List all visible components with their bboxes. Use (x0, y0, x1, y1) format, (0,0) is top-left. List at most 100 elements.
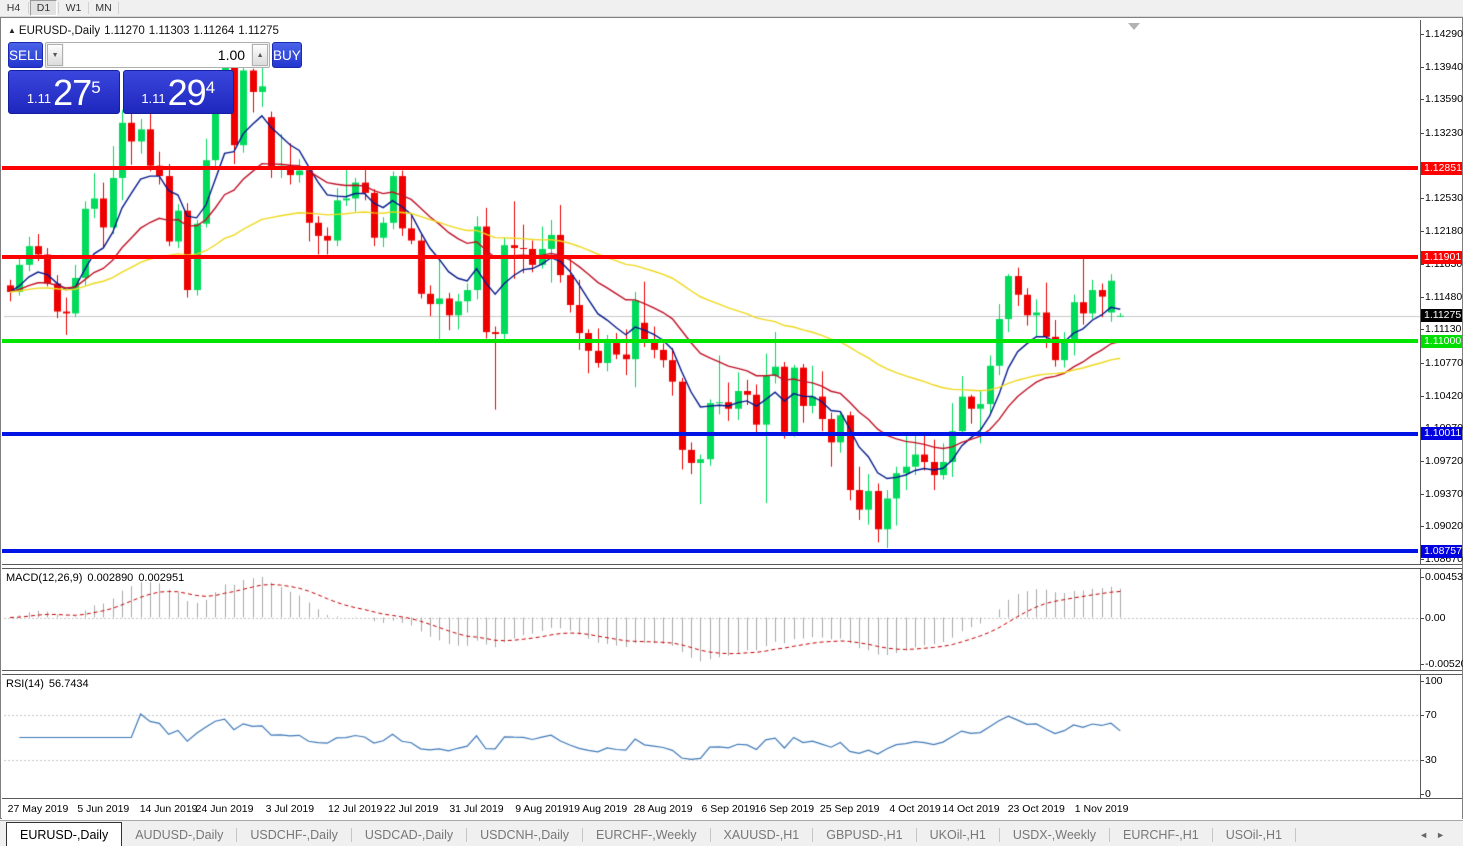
price-tick-mark (1421, 526, 1424, 528)
date-axis[interactable]: 27 May 2019 5 Jun 2019 14 Jun 2019 24 Jun 2… (2, 800, 1462, 819)
rsi-tick-label: 100 (1425, 675, 1443, 687)
tab-separator (1294, 828, 1296, 842)
chart-tab-usdcnh-daily[interactable]: USDCNH-,Daily (480, 828, 570, 842)
price-tick-label: 1.10420 (1425, 389, 1463, 402)
price-axis[interactable]: 1.14290 1.13940 1.13590 1.13230 1.12530 1.121… (1421, 20, 1463, 565)
sell-quote-box[interactable]: 1.11 27 5 (8, 70, 120, 114)
price-tick-mark (1421, 34, 1424, 36)
timeframe-toolbar: H4 D1 W1 MN (0, 0, 1463, 17)
date-tick-label: 14 Jun 2019 (139, 803, 198, 815)
sell-button[interactable]: SELL (8, 42, 44, 68)
toolbar-separator (88, 2, 89, 14)
sell-price-prefix: 1.11 (26, 91, 52, 106)
price-tick-mark (1421, 133, 1424, 135)
horizontal-level-line[interactable] (2, 431, 1418, 436)
one-click-trading-panel: SELL ▼ ▲ BUY 1.11 27 5 1.11 (8, 42, 302, 114)
tab-separator (350, 828, 352, 842)
buy-price-point: 4 (205, 78, 216, 97)
chart-tab-usdx-weekly[interactable]: USDX-,Weekly (1012, 828, 1097, 842)
sell-price-point: 5 (91, 78, 101, 97)
volume-stepper: ▼ ▲ (45, 42, 271, 68)
price-tick-label: 1.13940 (1425, 60, 1463, 73)
rsi-indicator-pane[interactable]: RSI(14) 56.7434 100 70 30 0 (2, 674, 1462, 800)
price-tick-label: 1.12530 (1425, 192, 1463, 205)
buy-quote-box[interactable]: 1.11 29 4 (122, 70, 234, 114)
tab-separator (915, 828, 917, 842)
date-tick-label: 19 Aug 2019 (568, 803, 628, 815)
horizontal-level-line[interactable] (2, 549, 1418, 554)
rsi-label: RSI(14) 56.7434 (6, 678, 94, 690)
rsi-tick-mark (1421, 680, 1424, 682)
chart-tab-eurchf-h1[interactable]: EURCHF-,H1 (1123, 828, 1199, 842)
price-tick-mark (1421, 329, 1424, 331)
date-tick-label: 5 Jun 2019 (77, 803, 130, 815)
price-tick-mark (1421, 493, 1424, 495)
price-chart-pane[interactable]: ▲ EURUSD-,Daily 1.11270 1.11303 1.11264 1.112… (2, 20, 1463, 565)
timeframe-button-d1[interactable]: D1 (30, 0, 57, 16)
price-tick-label: 1.13590 (1425, 93, 1463, 106)
rsi-tick-mark (1421, 794, 1424, 795)
price-tick-mark (1421, 395, 1424, 397)
buy-button[interactable]: BUY (272, 42, 302, 68)
collapse-triangle-icon[interactable]: ▲ (8, 26, 16, 35)
volume-increase-icon[interactable]: ▲ (252, 44, 269, 66)
tab-scroll-right-icon[interactable]: ► (1436, 830, 1453, 840)
toolbar-separator (28, 2, 29, 14)
rsi-chart-canvas[interactable] (4, 675, 1420, 800)
price-tick-label: 1.13230 (1425, 127, 1463, 140)
buy-price-prefix: 1.11 (141, 91, 166, 106)
price-tick-mark (1421, 99, 1424, 101)
macd-axis[interactable]: 0.004536 0.00 -0.005205 (1421, 569, 1463, 670)
macd-main-value: 0.002890 (87, 572, 134, 584)
volume-input[interactable] (64, 43, 252, 67)
volume-decrease-icon[interactable]: ▼ (47, 44, 64, 66)
tab-separator (582, 828, 584, 842)
timeframe-button-h4[interactable]: H4 (6, 2, 21, 14)
level-price-badge: 1.11000 (1421, 334, 1462, 348)
macd-name: MACD(12,26,9) (6, 572, 83, 584)
rsi-axis[interactable]: 100 70 30 0 (1421, 675, 1462, 800)
toolbar-separator (118, 2, 119, 14)
tab-separator (1109, 828, 1111, 842)
date-tick-label: 4 Oct 2019 (889, 803, 941, 815)
chart-tab-audusd-daily[interactable]: AUDUSD-,Daily (135, 828, 224, 842)
date-tick-label: 16 Sep 2019 (754, 803, 815, 815)
macd-chart-canvas[interactable] (4, 569, 1420, 672)
date-tick-label: 25 Sep 2019 (819, 803, 880, 815)
price-tick-label: 1.14290 (1425, 28, 1463, 41)
chart-tab-xauusd-h1[interactable]: XAUUSD-,H1 (723, 828, 800, 842)
ohlc-low: 1.11264 (193, 25, 235, 37)
timeframe-button-w1[interactable]: W1 (65, 2, 82, 14)
horizontal-level-line[interactable] (2, 339, 1418, 344)
macd-tick-label: 0.00 (1425, 611, 1446, 624)
chart-tab-eurusd-daily[interactable]: EURUSD-,Daily (6, 822, 123, 846)
chart-shift-marker-icon[interactable] (1128, 23, 1140, 30)
ohlc-high: 1.11303 (148, 25, 190, 37)
chart-tab-usoil-h1[interactable]: USOil-,H1 (1225, 828, 1282, 842)
chart-tab-eurchf-weekly[interactable]: EURCHF-,Weekly (596, 828, 697, 842)
price-tick-mark (1421, 263, 1424, 265)
chart-tab-gbpusd-h1[interactable]: GBPUSD-,H1 (826, 828, 903, 842)
date-tick-label: 22 Jul 2019 (384, 803, 439, 815)
price-tick-mark (1421, 559, 1424, 561)
chart-title: ▲ EURUSD-,Daily 1.11270 1.11303 1.11264 1.112… (8, 25, 283, 37)
timeframe-button-mn[interactable]: MN (95, 2, 112, 14)
chart-tab-usdcad-daily[interactable]: USDCAD-,Daily (364, 828, 454, 842)
tab-separator (709, 828, 711, 842)
macd-tick-label: 0.004536 (1425, 571, 1463, 584)
date-tick-label: 14 Oct 2019 (942, 803, 1000, 815)
candlestick-chart-canvas[interactable] (4, 20, 1420, 565)
tab-separator (466, 828, 468, 842)
macd-axis-border (1420, 569, 1421, 670)
date-tick-label: 31 Jul 2019 (449, 803, 504, 815)
macd-label: MACD(12,26,9) 0.002890 0.002951 (6, 572, 189, 584)
horizontal-level-line[interactable] (2, 166, 1418, 171)
chart-tab-usdchf-daily[interactable]: USDCHF-,Daily (250, 828, 338, 842)
horizontal-level-line[interactable] (2, 255, 1418, 260)
chart-tab-ukoil-h1[interactable]: UKOil-,H1 (929, 828, 986, 842)
tab-scroll-left-icon[interactable]: ◄ (1419, 830, 1437, 840)
macd-tick-label: -0.005205 (1425, 657, 1463, 670)
macd-tick-mark (1421, 663, 1424, 665)
